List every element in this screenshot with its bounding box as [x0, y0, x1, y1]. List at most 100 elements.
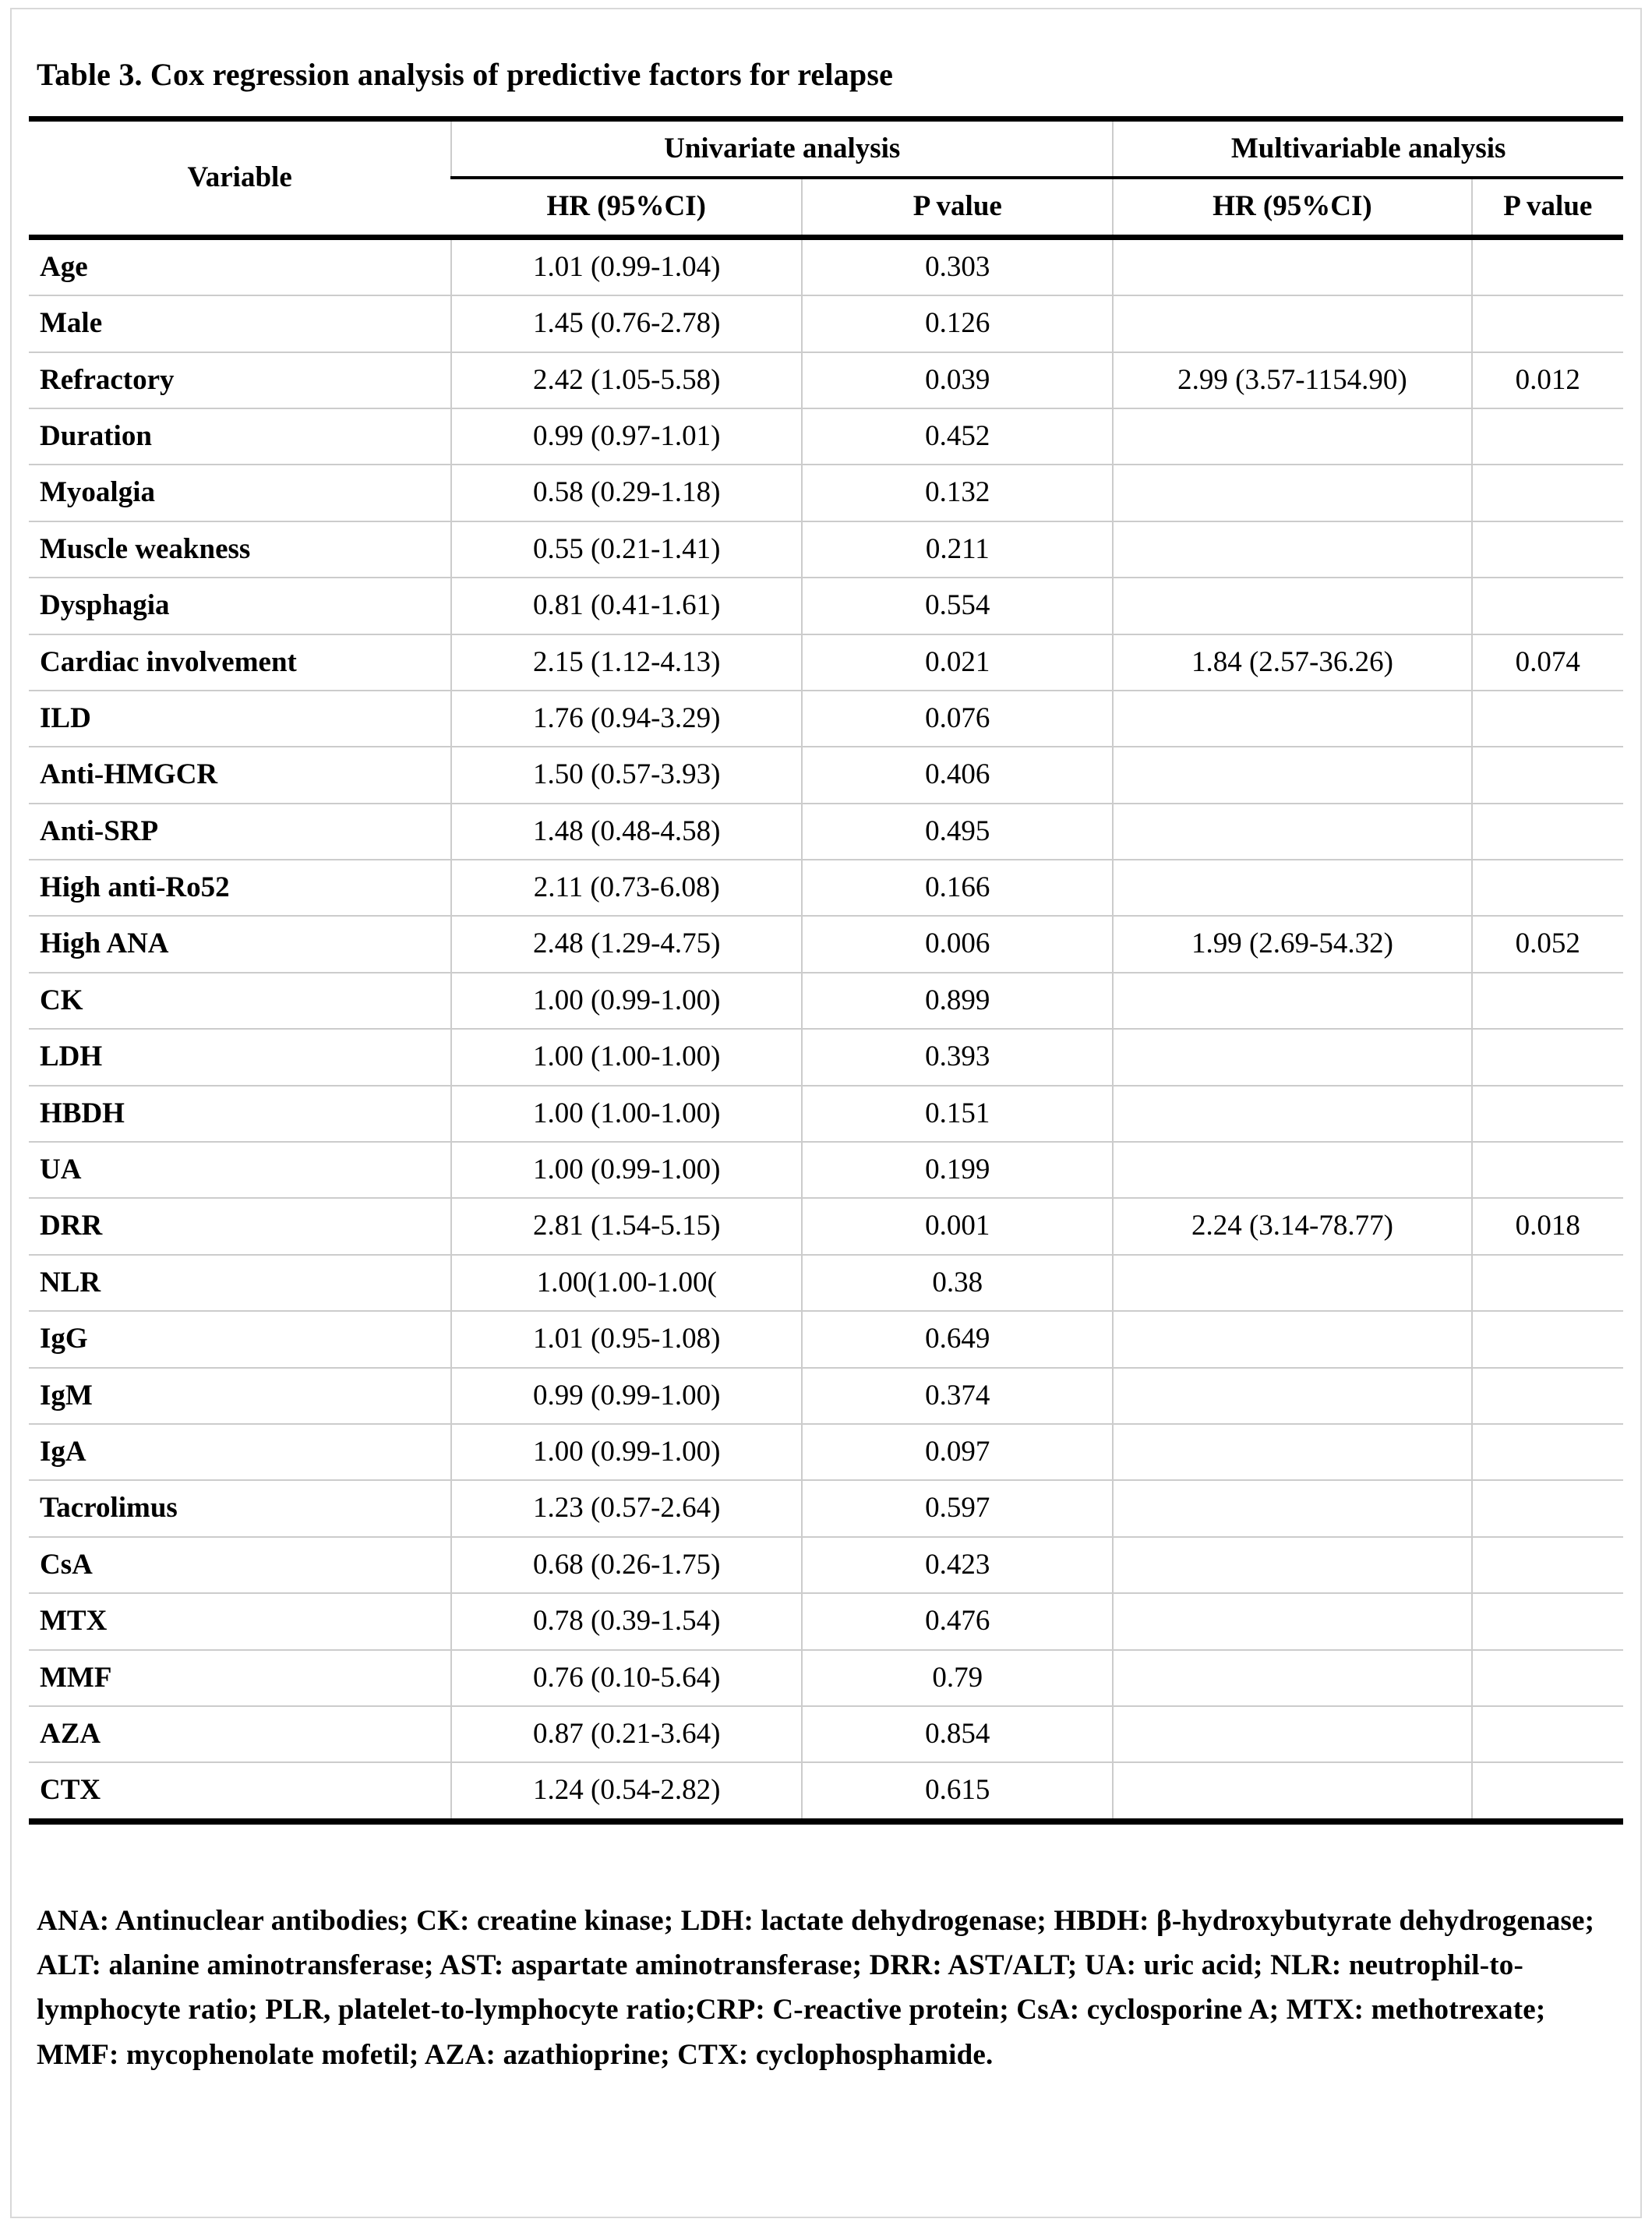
table-row: CsA 0.68 (0.26-1.75) 0.423 [29, 1536, 1623, 1595]
univariate-hr-cell: 2.81 (1.54-5.15) [450, 1198, 803, 1256]
multivariable-hr-cell [1112, 465, 1472, 522]
univariate-p-cell: 0.126 [801, 295, 1114, 353]
multivariable-hr-cell: 2.99 (3.57-1154.90) [1112, 352, 1472, 409]
univariate-p-cell: 0.374 [801, 1367, 1114, 1425]
univariate-p-cell: 0.097 [801, 1423, 1114, 1482]
multivariable-hr-cell [1112, 295, 1472, 353]
multivariable-hr-cell [1112, 1536, 1472, 1595]
univariate-hr-cell: 1.48 (0.48-4.58) [450, 803, 803, 861]
multivariable-hr-cell [1112, 1254, 1472, 1313]
variable-cell: Age [29, 237, 452, 297]
univariate-p-cell: 0.554 [801, 578, 1114, 635]
variable-cell: Duration [29, 408, 452, 466]
univariate-p-cell: 0.649 [801, 1311, 1114, 1369]
table-row: CK 1.00 (0.99-1.00) 0.899 [29, 972, 1623, 1030]
multivariable-hr-cell [1112, 1085, 1472, 1143]
header-multivariable-analysis: Multivariable analysis [1112, 118, 1623, 180]
univariate-hr-cell: 0.78 (0.39-1.54) [450, 1593, 803, 1651]
univariate-hr-cell: 0.58 (0.29-1.18) [450, 465, 803, 522]
variable-cell: Myoalgia [29, 465, 452, 522]
variable-cell: Anti-HMGCR [29, 747, 452, 804]
univariate-hr-cell: 1.23 (0.57-2.64) [450, 1480, 803, 1538]
table-row: UA 1.00 (0.99-1.00) 0.199 [29, 1142, 1623, 1200]
table-row: Muscle weakness 0.55 (0.21-1.41) 0.211 [29, 521, 1623, 579]
multivariable-hr-cell [1112, 690, 1472, 748]
variable-cell: AZA [29, 1705, 452, 1764]
univariate-p-cell: 0.38 [801, 1254, 1114, 1313]
multivariable-p-cell: 0.074 [1470, 634, 1623, 691]
univariate-hr-cell: 0.87 (0.21-3.64) [450, 1705, 803, 1764]
variable-cell: Tacrolimus [29, 1480, 452, 1538]
header-multi-p: P value [1470, 178, 1623, 240]
multivariable-p-cell [1470, 295, 1623, 353]
univariate-hr-cell: 1.01 (0.95-1.08) [450, 1311, 803, 1369]
multivariable-p-cell [1470, 690, 1623, 748]
table-row: Anti-HMGCR 1.50 (0.57-3.93) 0.406 [29, 747, 1623, 804]
univariate-hr-cell: 0.99 (0.99-1.00) [450, 1367, 803, 1425]
header-uni-p: P value [801, 178, 1114, 240]
multivariable-hr-cell [1112, 1480, 1472, 1538]
header-univariate-analysis: Univariate analysis [450, 118, 1114, 180]
variable-cell: DRR [29, 1198, 452, 1256]
univariate-hr-cell: 2.11 (0.73-6.08) [450, 860, 803, 917]
variable-cell: MMF [29, 1649, 452, 1707]
univariate-p-cell: 0.495 [801, 803, 1114, 861]
multivariable-hr-cell [1112, 237, 1472, 297]
multivariable-p-cell [1470, 803, 1623, 861]
multivariable-hr-cell: 2.24 (3.14-78.77) [1112, 1198, 1472, 1256]
table-row: Male 1.45 (0.76-2.78) 0.126 [29, 295, 1623, 353]
table-title: Table 3. Cox regression analysis of pred… [37, 57, 894, 92]
multivariable-hr-cell [1112, 1029, 1472, 1086]
multivariable-hr-cell [1112, 747, 1472, 804]
header-sub-row: HR (95%CI) P value HR (95%CI) P value [29, 178, 1623, 240]
multivariable-hr-cell [1112, 521, 1472, 579]
multivariable-p-cell [1470, 972, 1623, 1030]
variable-cell: HBDH [29, 1085, 452, 1143]
multivariable-p-cell [1470, 1649, 1623, 1707]
univariate-p-cell: 0.211 [801, 521, 1114, 579]
univariate-hr-cell: 0.99 (0.97-1.01) [450, 408, 803, 466]
variable-cell: IgM [29, 1367, 452, 1425]
document-page: Table 3. Cox regression analysis of pred… [10, 8, 1642, 2218]
univariate-p-cell: 0.132 [801, 465, 1114, 522]
variable-cell: LDH [29, 1029, 452, 1086]
univariate-p-cell: 0.303 [801, 237, 1114, 297]
table-row: Refractory 2.42 (1.05-5.58) 0.039 2.99 (… [29, 352, 1623, 409]
univariate-hr-cell: 1.00 (1.00-1.00) [450, 1029, 803, 1086]
table-row: IgM 0.99 (0.99-1.00) 0.374 [29, 1367, 1623, 1425]
univariate-hr-cell: 0.76 (0.10-5.64) [450, 1649, 803, 1707]
variable-cell: High anti-Ro52 [29, 860, 452, 917]
variable-cell: Refractory [29, 352, 452, 409]
multivariable-p-cell: 0.012 [1470, 352, 1623, 409]
univariate-p-cell: 0.79 [801, 1649, 1114, 1707]
variable-cell: CTX [29, 1762, 452, 1822]
variable-cell: ILD [29, 690, 452, 748]
multivariable-p-cell [1470, 408, 1623, 466]
table-row: Cardiac involvement 2.15 (1.12-4.13) 0.0… [29, 634, 1623, 691]
variable-cell: Anti-SRP [29, 803, 452, 861]
univariate-p-cell: 0.199 [801, 1142, 1114, 1200]
multivariable-p-cell [1470, 860, 1623, 917]
multivariable-hr-cell [1112, 1649, 1472, 1707]
multivariable-p-cell [1470, 1705, 1623, 1764]
univariate-p-cell: 0.899 [801, 972, 1114, 1030]
table-row: High anti-Ro52 2.11 (0.73-6.08) 0.166 [29, 860, 1623, 917]
variable-cell: MTX [29, 1593, 452, 1651]
multivariable-p-cell [1470, 578, 1623, 635]
variable-cell: Muscle weakness [29, 521, 452, 579]
multivariable-p-cell [1470, 1085, 1623, 1143]
variable-cell: NLR [29, 1254, 452, 1313]
univariate-p-cell: 0.001 [801, 1198, 1114, 1256]
univariate-hr-cell: 0.55 (0.21-1.41) [450, 521, 803, 579]
univariate-hr-cell: 1.00 (0.99-1.00) [450, 1423, 803, 1482]
univariate-hr-cell: 1.00 (0.99-1.00) [450, 972, 803, 1030]
variable-cell: IgG [29, 1311, 452, 1369]
table-row: HBDH 1.00 (1.00-1.00) 0.151 [29, 1085, 1623, 1143]
variable-cell: CsA [29, 1536, 452, 1595]
table-row: Tacrolimus 1.23 (0.57-2.64) 0.597 [29, 1480, 1623, 1538]
table-row: Anti-SRP 1.48 (0.48-4.58) 0.495 [29, 803, 1623, 861]
univariate-p-cell: 0.406 [801, 747, 1114, 804]
variable-cell: CK [29, 972, 452, 1030]
multivariable-hr-cell [1112, 1705, 1472, 1764]
multivariable-p-cell [1470, 1142, 1623, 1200]
